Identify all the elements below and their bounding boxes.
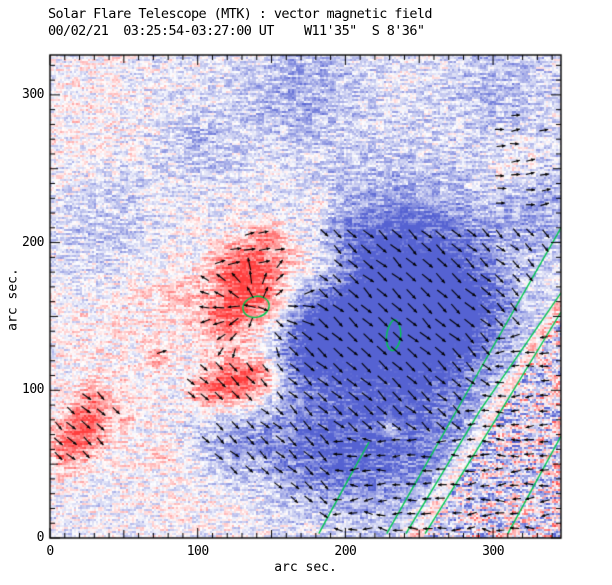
x-axis-label: arc sec. xyxy=(274,560,337,575)
x-tick-label: 0 xyxy=(46,544,54,559)
plot-subtitle: 00/02/21 03:25:54-03:27:00 UT W11'35" S … xyxy=(48,23,425,39)
plot-title: Solar Flare Telescope (MTK) : vector mag… xyxy=(48,6,433,22)
x-tick-label: 300 xyxy=(482,544,505,559)
x-tick-label: 100 xyxy=(186,544,209,559)
y-tick-label: 0 xyxy=(36,530,45,545)
y-tick-label: 200 xyxy=(22,234,44,250)
x-tick-label: 200 xyxy=(334,544,357,559)
y-tick-label: 100 xyxy=(22,382,44,398)
y-tick-label: 300 xyxy=(22,86,44,102)
y-axis-label: arc sec. xyxy=(5,268,21,331)
